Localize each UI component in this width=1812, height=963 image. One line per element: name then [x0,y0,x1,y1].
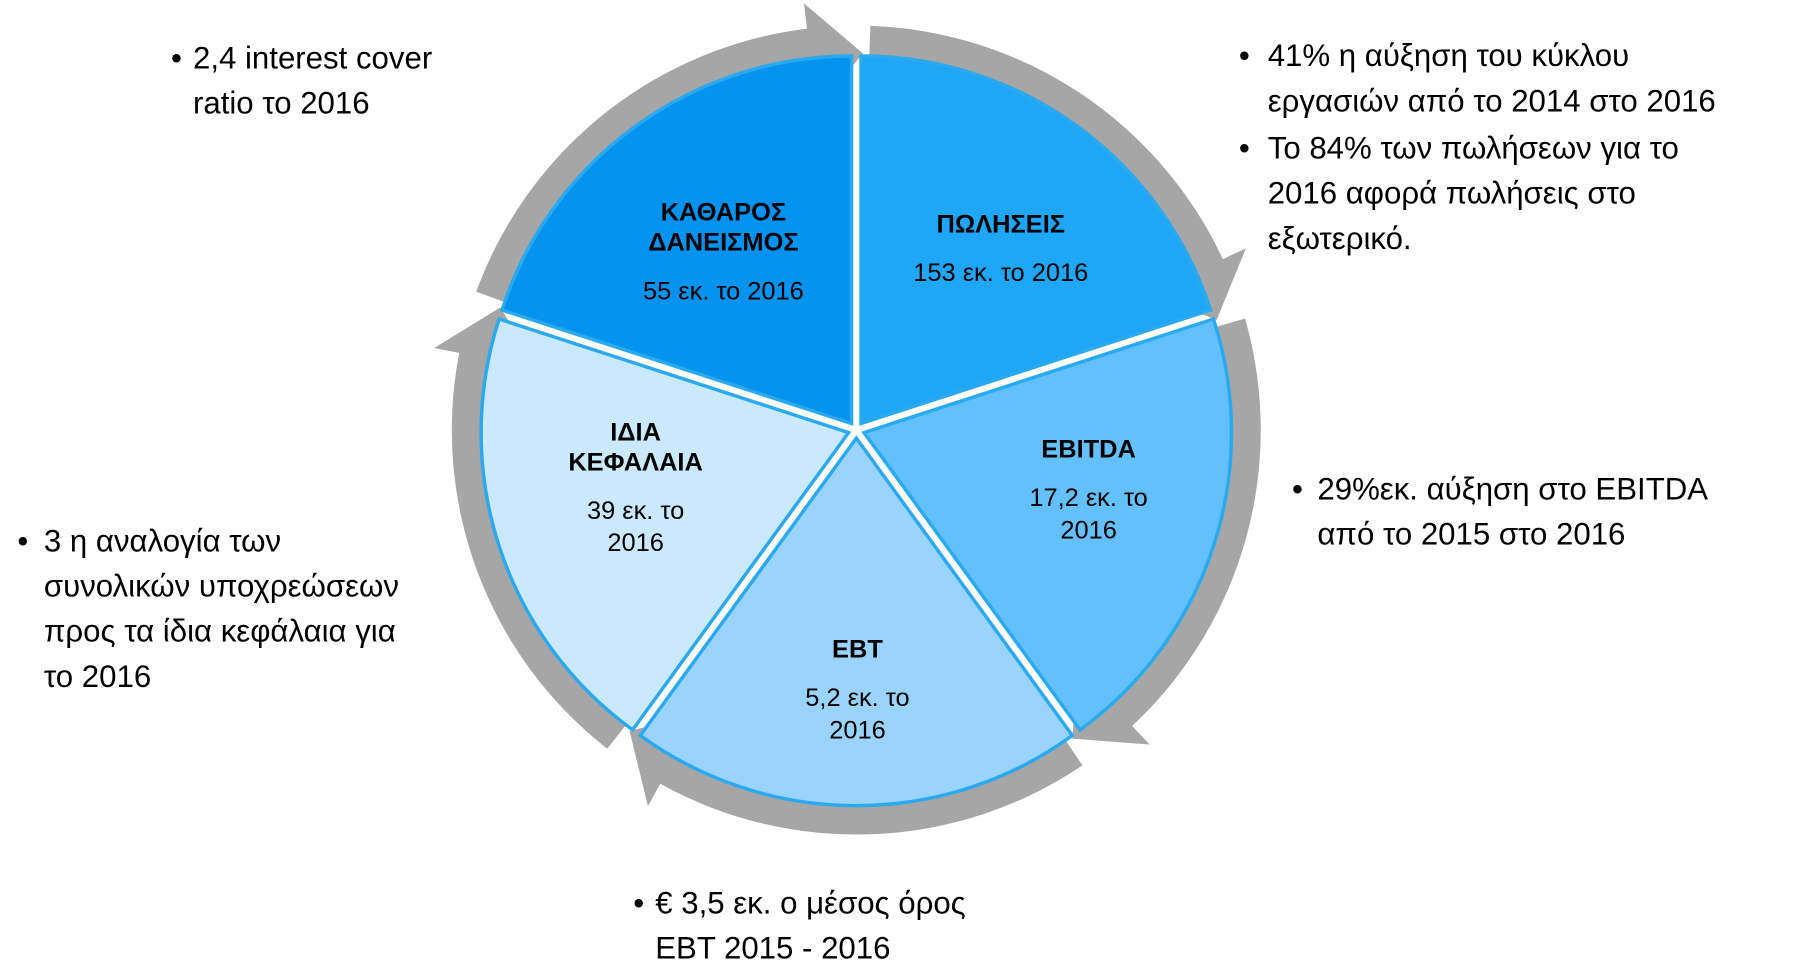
bullet: • [1239,131,1250,166]
segment-title: EBT [832,636,883,664]
segment-value: 2016 [829,716,886,744]
callout-text: 2,4 interest cover [193,41,432,76]
segment-title: ΔΑΝΕΙΣΜΟΣ [648,229,798,257]
cycle-arrow [868,25,1246,320]
callout-text: EBT 2015 - 2016 [655,930,890,963]
segment [479,316,852,733]
callout-text: εργασιών από το 2014 στο 2016 [1268,83,1716,118]
callout-text: € 3,5 εκ. ο μέσος όρος [655,885,966,920]
callout-text: ratio το 2016 [193,86,370,121]
callout-text: προς τα ίδια κεφάλαια για [44,614,396,649]
bullet: • [171,41,182,76]
segment-value: 17,2 εκ. το [1029,484,1147,512]
bullet: • [17,524,28,559]
segment-title: ΚΑΘΑΡΟΣ [661,199,786,227]
segment-title: ΙΔΙΑ [610,418,661,446]
segment-value: 5,2 εκ. το [805,684,909,712]
segment-title: ΚΕΦΑΛΑΙΑ [568,448,703,476]
callout-text: 3 η αναλογία των [44,524,281,559]
segment [637,435,1075,808]
segment [861,316,1234,733]
segment-value: 2016 [607,529,664,557]
callout-text: από το 2015 στο 2016 [1317,517,1625,552]
bullet: • [1239,38,1250,73]
bullet: • [1292,472,1303,507]
cycle-arrow [629,713,1083,835]
bullet: • [633,885,644,920]
callout-text: 41% η αύξηση του κύκλου [1268,38,1629,73]
segment-title: EBITDA [1041,436,1136,464]
segment-value: 153 εκ. το 2016 [913,259,1088,287]
callout-text: Το 84% των πωλήσεων για το [1268,131,1679,166]
callout-text: 2016 αφορά πωλήσεις στο [1268,176,1636,211]
segment-value: 55 εκ. το 2016 [643,277,804,305]
callout-text: συνολικών υποχρεώσεων [44,569,399,604]
callout-text: εξωτερικό. [1268,221,1412,256]
segment-title: ΠΩΛΗΣΕΙΣ [937,210,1066,238]
segment-value: 2016 [1060,516,1117,544]
segment-value: 39 εκ. το [587,497,684,525]
segment [859,54,1213,426]
callout-text: 29%εκ. αύξηση στο EBITDA [1317,472,1708,507]
callout-text: το 2016 [44,659,151,694]
segment [499,54,854,426]
